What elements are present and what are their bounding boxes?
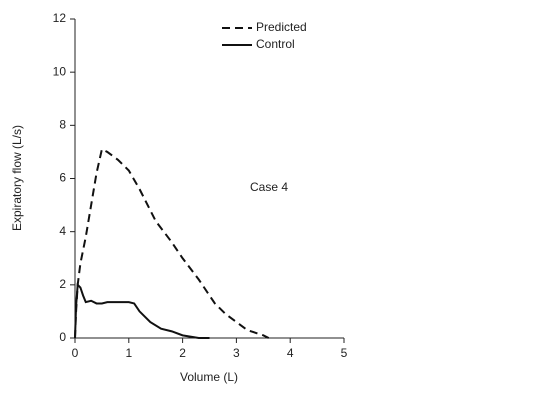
x-axis-label: Volume (L) — [180, 370, 238, 384]
x-tick-label: 1 — [125, 346, 132, 360]
y-tick-label: 6 — [59, 171, 66, 185]
y-tick-label: 8 — [59, 118, 66, 132]
y-tick-label: 12 — [53, 11, 67, 25]
y-axis-label: Expiratory flow (L/s) — [10, 125, 24, 231]
y-tick-label: 10 — [53, 64, 67, 78]
x-tick-label: 5 — [341, 346, 348, 360]
x-tick-label: 4 — [287, 346, 294, 360]
legend-label: Predicted — [256, 20, 307, 34]
y-tick-label: 0 — [59, 330, 66, 344]
annotation: Case 4 — [250, 180, 288, 194]
legend-label: Control — [256, 37, 295, 51]
x-tick-label: 2 — [179, 346, 186, 360]
y-tick-label: 4 — [59, 224, 66, 238]
data-line — [74, 282, 210, 339]
x-tick-label: 3 — [233, 346, 240, 360]
x-tick-label: 0 — [72, 346, 79, 360]
data-line — [74, 147, 270, 339]
y-tick-label: 2 — [59, 277, 66, 291]
